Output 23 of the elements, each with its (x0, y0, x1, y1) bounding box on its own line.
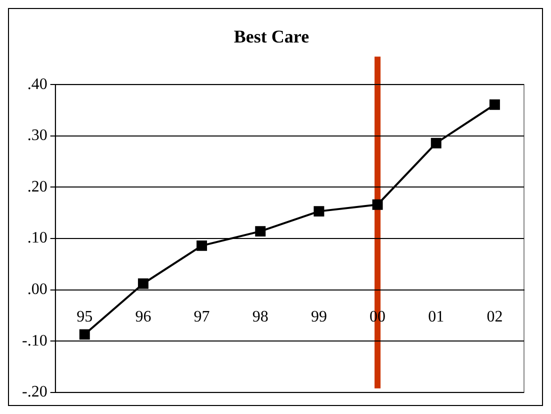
x-tick-label: 01 (428, 308, 444, 326)
x-tick-label: 95 (76, 308, 93, 326)
y-tick-label: -.10 (22, 332, 48, 350)
point (372, 199, 383, 210)
point (489, 99, 500, 110)
point (196, 240, 208, 251)
point (430, 138, 442, 148)
point (138, 278, 148, 289)
chart-title: Best Care (234, 26, 310, 46)
x-tick-label: 02 (486, 308, 503, 326)
y-tick-label: .40 (27, 76, 48, 93)
x-tick-label: 98 (252, 308, 268, 326)
y-tick-label: .20 (27, 178, 48, 196)
y-tick-label: .30 (27, 127, 48, 144)
point (314, 206, 324, 217)
point (255, 226, 266, 237)
y-tick-label: -.20 (22, 384, 48, 401)
y-tick-label: .00 (27, 281, 48, 298)
x-tick-label: 96 (135, 308, 152, 326)
x-tick-label: 97 (194, 308, 210, 326)
y-tick-label: .10 (27, 230, 48, 247)
x-tick-label: 99 (310, 308, 327, 326)
point (79, 329, 90, 340)
